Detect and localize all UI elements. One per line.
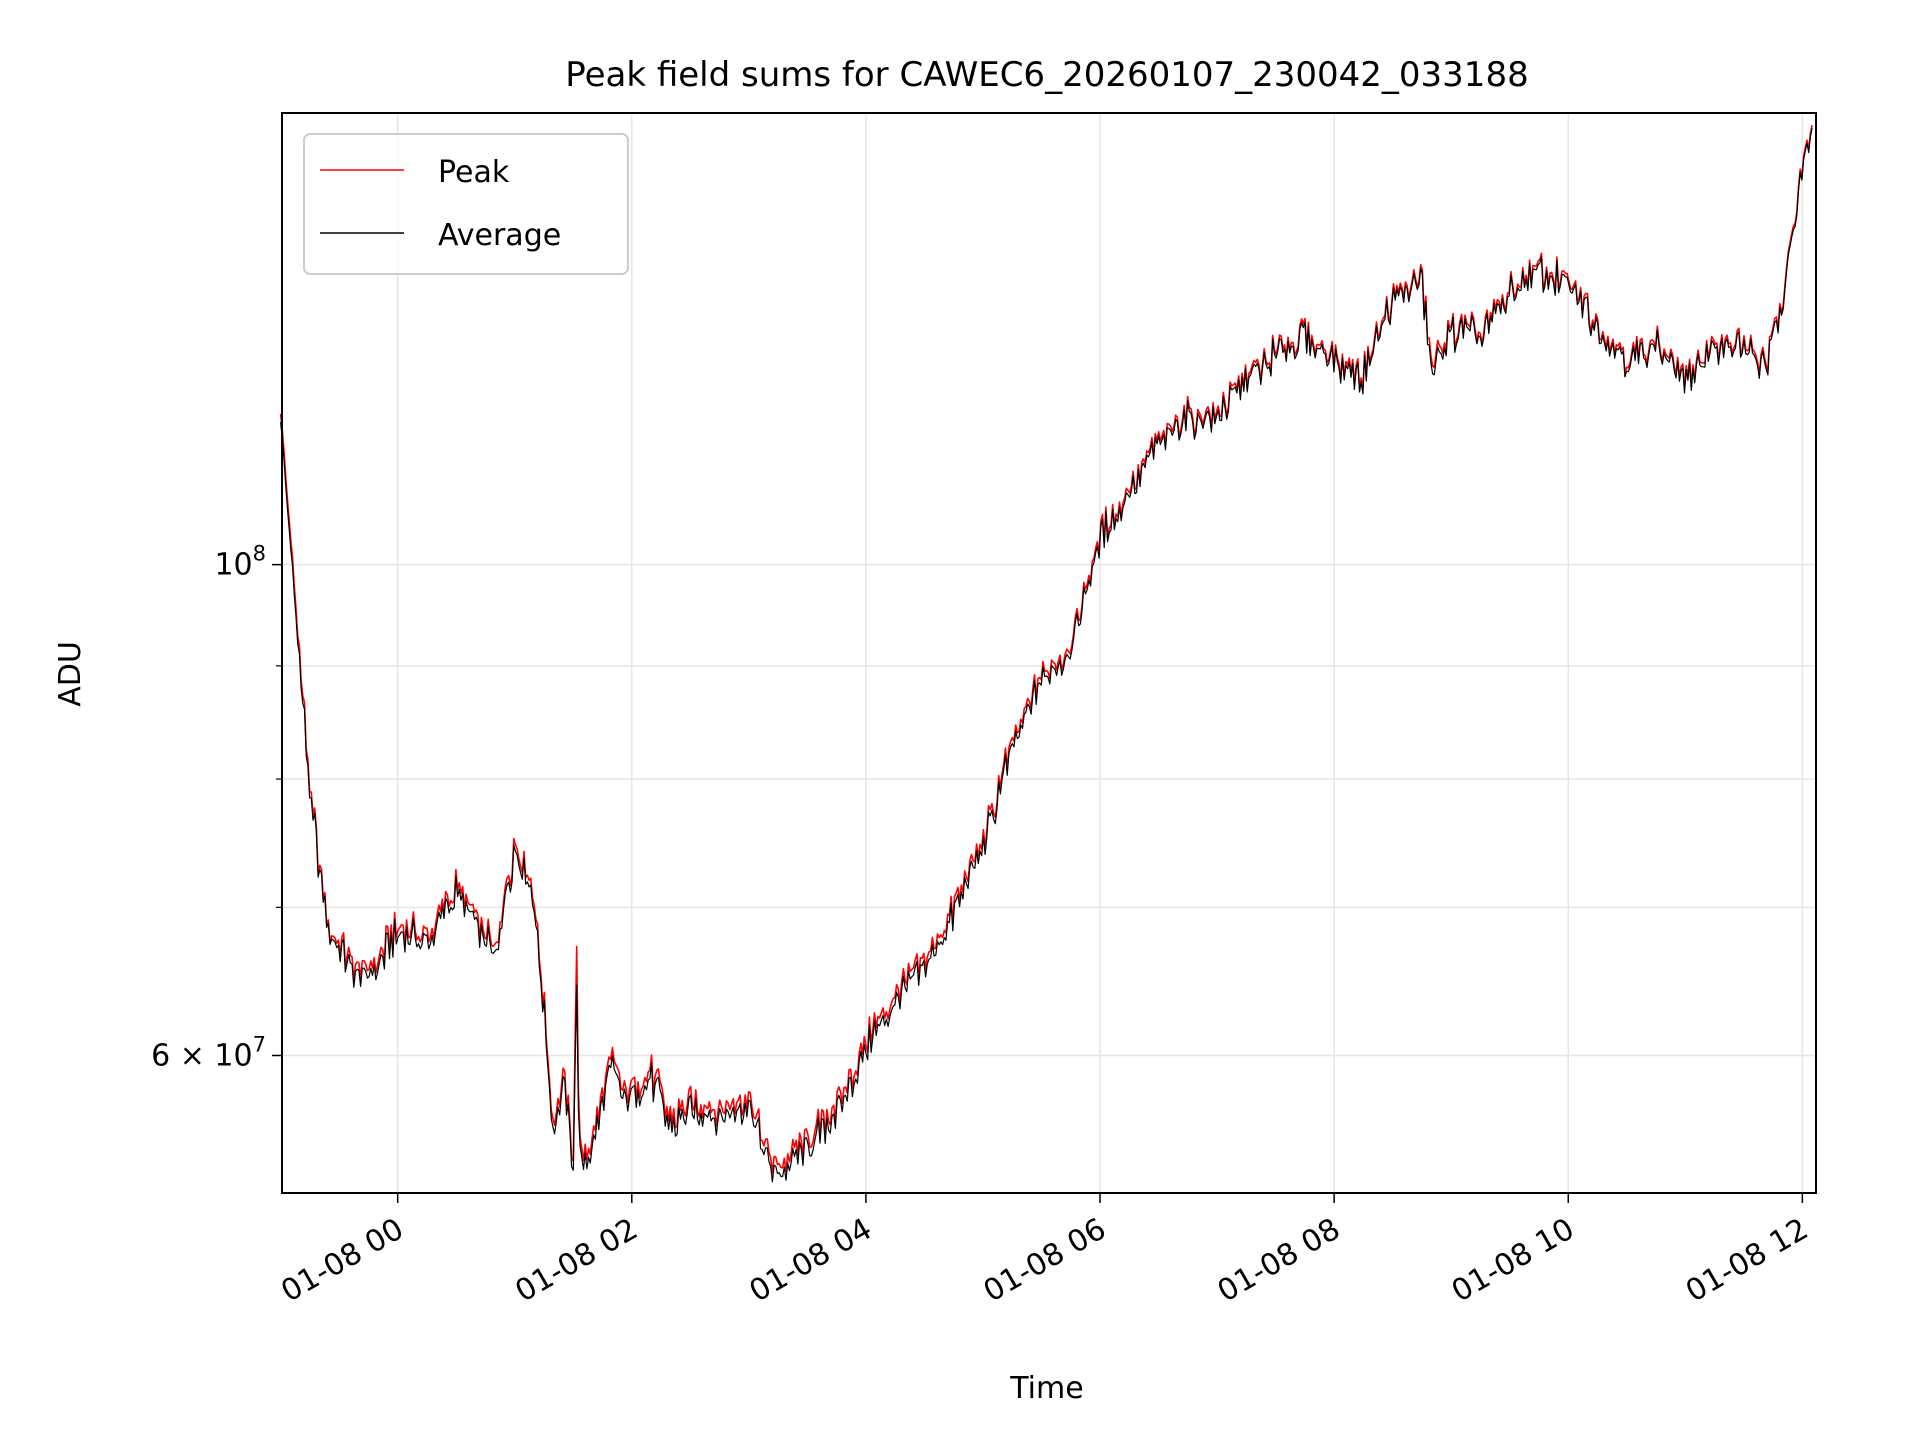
y-tick-label: 108 — [214, 542, 266, 583]
y-axis-label: ADU — [53, 641, 88, 707]
plot-frame — [281, 112, 1817, 1194]
legend-label-peak: Peak — [438, 155, 510, 190]
y-tick-label: 6 × 107 — [151, 1032, 266, 1073]
legend-label-average: Average — [438, 218, 561, 253]
legend-box — [303, 133, 629, 275]
series-line-peak — [279, 124, 1813, 1174]
legend: Peak Average — [303, 133, 629, 275]
series-lines — [279, 124, 1813, 1183]
y-axis: 108 6 × 107 — [151, 542, 282, 1073]
x-axis-label: Time — [1009, 1371, 1083, 1406]
chart-title: Peak field sums for CAWEC6_20260107_2300… — [565, 55, 1528, 95]
series-line-average — [280, 127, 1813, 1183]
plot-background — [282, 113, 1816, 1193]
grid — [282, 113, 1816, 1193]
